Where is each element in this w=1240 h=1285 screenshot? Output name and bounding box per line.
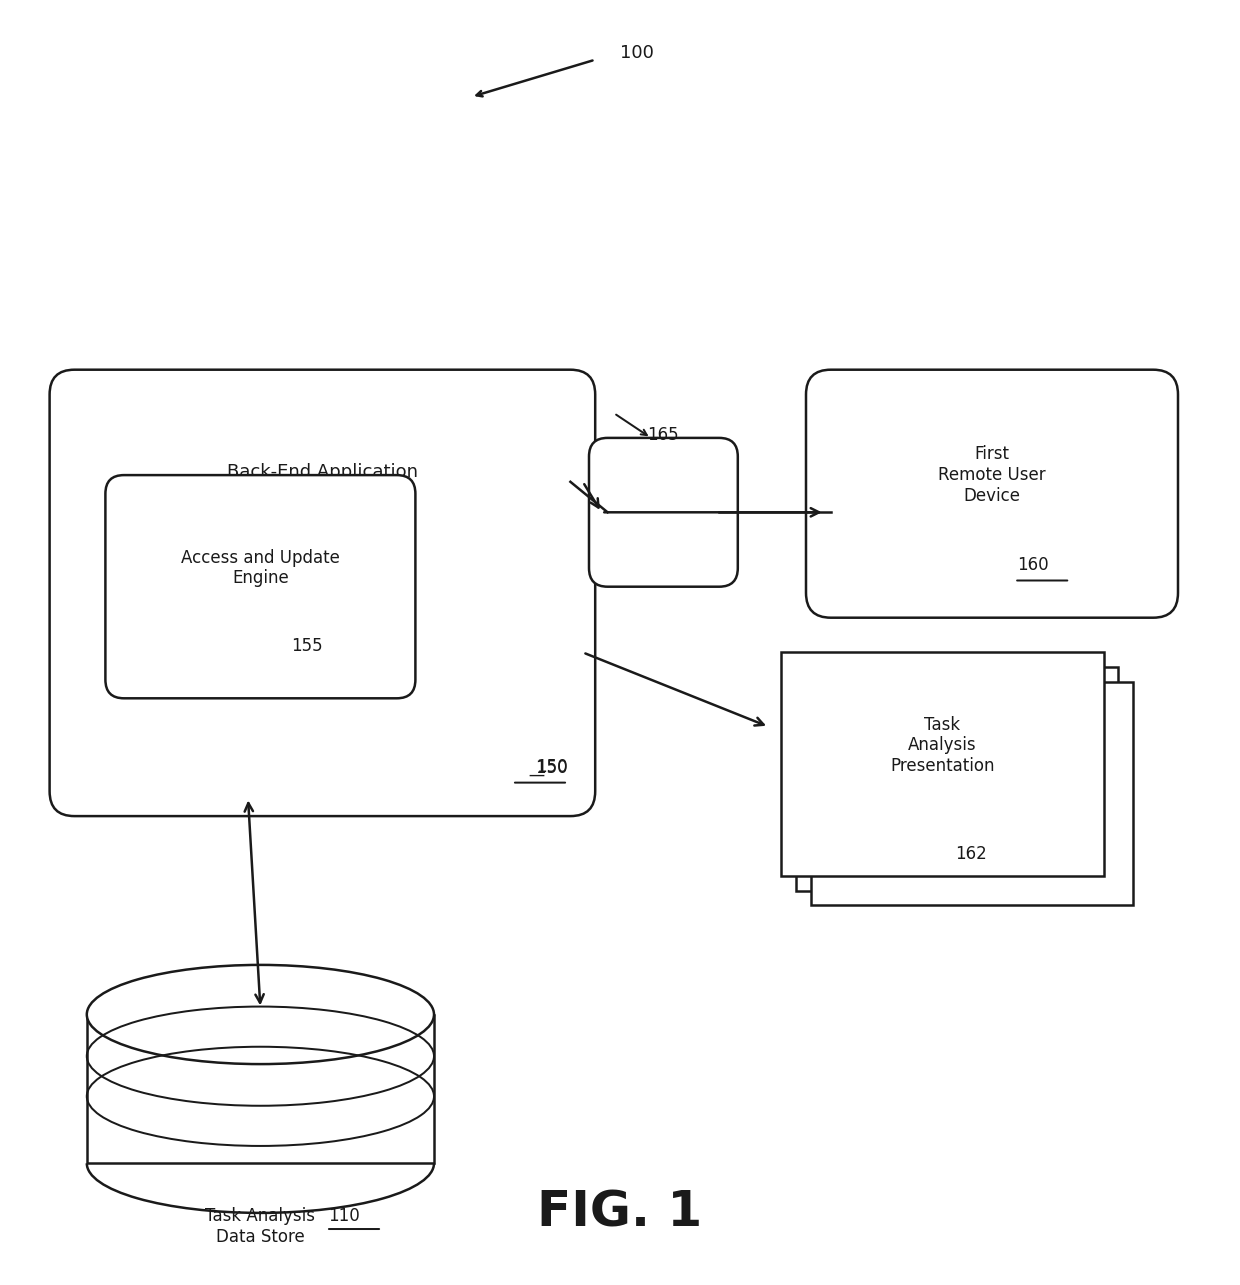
Ellipse shape (87, 965, 434, 1064)
Text: Task
Analysis
Presentation: Task Analysis Presentation (890, 716, 994, 775)
Text: 110: 110 (329, 1207, 361, 1225)
FancyBboxPatch shape (105, 475, 415, 698)
Bar (87, 1014, 434, 1163)
Text: 162: 162 (955, 846, 987, 864)
Text: Access and Update
Engine: Access and Update Engine (181, 549, 340, 587)
Text: 100: 100 (620, 45, 653, 63)
Text: Task Analysis
Data Store: Task Analysis Data Store (206, 1207, 315, 1245)
Text: 150: 150 (536, 758, 568, 776)
FancyBboxPatch shape (806, 370, 1178, 618)
FancyBboxPatch shape (589, 438, 738, 587)
Text: First
Remote User
Device: First Remote User Device (939, 446, 1045, 505)
FancyBboxPatch shape (50, 370, 595, 816)
Text: FIG. 1: FIG. 1 (537, 1189, 703, 1237)
FancyBboxPatch shape (781, 653, 1104, 875)
Text: 155: 155 (291, 637, 324, 655)
Text: 165: 165 (647, 427, 680, 445)
FancyBboxPatch shape (796, 667, 1118, 891)
Text: Back-End Application
Computer Server: Back-End Application Computer Server (227, 463, 418, 501)
Text: 160: 160 (1017, 556, 1049, 574)
FancyBboxPatch shape (811, 682, 1133, 906)
Text: ͟150: ͟150 (536, 758, 568, 776)
